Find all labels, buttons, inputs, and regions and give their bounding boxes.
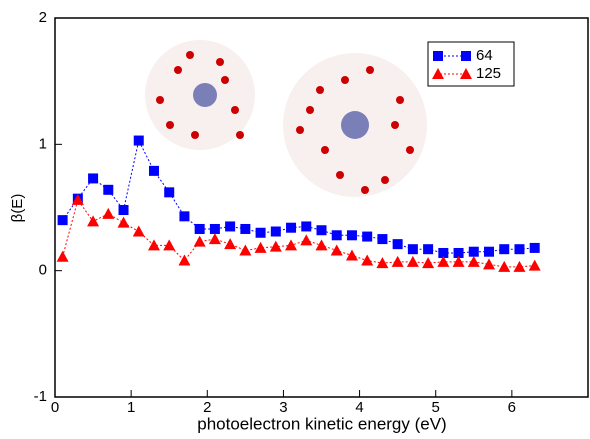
marker-triangle <box>361 254 374 266</box>
marker-square <box>331 230 342 241</box>
marker-square <box>301 221 312 232</box>
y-tick-label: 1 <box>39 135 47 152</box>
legend-marker <box>432 68 444 79</box>
marker-triangle <box>437 255 450 267</box>
marker-triangle <box>422 257 435 269</box>
marker-square <box>514 244 525 255</box>
x-tick-label: 0 <box>51 399 59 416</box>
x-tick-label: 1 <box>127 399 135 416</box>
marker-square <box>209 223 220 234</box>
x-tick-label: 4 <box>355 399 363 416</box>
marker-square <box>468 246 479 257</box>
y-tick-label: 2 <box>39 9 47 26</box>
plot-frame <box>54 17 589 398</box>
marker-triangle <box>254 241 267 253</box>
marker-square <box>438 247 449 258</box>
marker-square <box>453 247 464 258</box>
marker-square <box>255 227 266 238</box>
x-tick-label: 6 <box>508 399 516 416</box>
marker-square <box>225 221 236 232</box>
marker-square <box>88 173 99 184</box>
marker-square <box>133 135 144 146</box>
x-tick-label: 3 <box>279 399 287 416</box>
x-tick-label: 2 <box>203 399 211 416</box>
marker-square <box>118 205 129 216</box>
marker-triangle <box>376 257 389 269</box>
marker-square <box>392 239 403 250</box>
marker-square <box>316 225 327 236</box>
marker-square <box>423 244 434 255</box>
marker-square <box>529 242 540 253</box>
legend-label: 125 <box>476 65 501 82</box>
marker-square <box>164 187 175 198</box>
marker-square <box>377 234 388 245</box>
marker-triangle <box>87 215 100 227</box>
marker-triangle <box>178 254 191 266</box>
legend-marker <box>461 51 471 61</box>
marker-triangle <box>285 239 298 251</box>
marker-square <box>148 165 159 176</box>
marker-square <box>286 222 297 233</box>
marker-triangle <box>513 260 526 272</box>
marker-triangle <box>147 239 160 251</box>
marker-square <box>103 184 114 195</box>
marker-triangle <box>406 255 419 267</box>
marker-triangle <box>239 244 252 256</box>
marker-triangle <box>300 234 313 246</box>
marker-triangle <box>452 255 465 267</box>
y-tick-label: 0 <box>39 262 47 279</box>
legend-label: 64 <box>476 47 493 64</box>
x-tick-label: 5 <box>432 399 440 416</box>
legend-box <box>427 41 515 87</box>
marker-triangle <box>117 216 130 228</box>
cluster-image-small <box>145 40 255 150</box>
marker-triangle <box>163 239 176 251</box>
marker-triangle <box>528 259 541 271</box>
x-axis-label: photoelectron kinetic energy (eV) <box>197 414 446 433</box>
marker-triangle <box>330 244 343 256</box>
marker-triangle <box>71 193 84 205</box>
marker-triangle <box>483 258 496 270</box>
marker-triangle <box>224 238 237 250</box>
marker-triangle <box>345 249 358 261</box>
marker-square <box>407 244 418 255</box>
marker-square <box>484 246 495 257</box>
marker-triangle <box>269 240 282 252</box>
y-axis-label: β(E) <box>9 194 26 223</box>
marker-triangle <box>208 233 221 245</box>
marker-triangle <box>391 255 404 267</box>
marker-square <box>194 223 205 234</box>
legend-marker <box>460 68 472 79</box>
marker-triangle <box>193 235 206 247</box>
marker-triangle <box>56 250 69 262</box>
marker-square <box>57 215 68 226</box>
marker-triangle <box>132 225 145 237</box>
cluster-image-large <box>283 53 427 197</box>
marker-triangle <box>498 260 511 272</box>
marker-triangle <box>467 255 480 267</box>
marker-square <box>499 244 510 255</box>
legend-marker <box>433 51 443 61</box>
marker-triangle <box>102 207 115 219</box>
marker-square <box>270 226 281 237</box>
marker-square <box>240 223 251 234</box>
marker-triangle <box>315 239 328 251</box>
y-tick-label: -1 <box>34 388 47 405</box>
marker-square <box>346 230 357 241</box>
marker-square <box>362 231 373 242</box>
marker-square <box>179 211 190 222</box>
series-line <box>62 198 535 268</box>
